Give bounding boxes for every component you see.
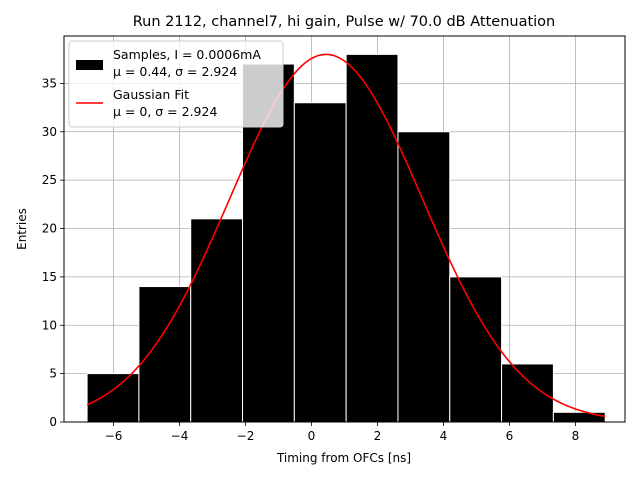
histogram-bar bbox=[86, 373, 140, 423]
histogram-bar bbox=[345, 53, 399, 423]
legend-label-samples: Samples, I = 0.0006mA bbox=[113, 47, 261, 62]
legend-stats-fit: μ = 0, σ = 2.924 bbox=[113, 104, 217, 119]
x-tick-label: 8 bbox=[572, 429, 580, 443]
y-axis-ticks: 0 5 10 15 20 25 30 35 bbox=[42, 76, 64, 429]
y-tick-label: 20 bbox=[42, 222, 57, 236]
x-axis-label: Timing from OFCs [ns] bbox=[276, 451, 411, 465]
legend-label-fit: Gaussian Fit bbox=[113, 87, 189, 102]
histogram-bar bbox=[293, 102, 347, 423]
plot-frame bbox=[63, 35, 626, 423]
legend-stats-samples: μ = 0.44, σ = 2.924 bbox=[113, 64, 237, 79]
x-tick-label: 4 bbox=[440, 429, 448, 443]
x-tick-label: 0 bbox=[308, 429, 316, 443]
y-tick-label: 25 bbox=[42, 173, 57, 187]
legend-box bbox=[68, 40, 284, 128]
x-axis-ticks: −6 −4 −2 0 2 4 6 8 bbox=[105, 422, 580, 443]
y-tick-label: 5 bbox=[49, 367, 57, 381]
x-tick-label: 2 bbox=[374, 429, 382, 443]
x-tick-label: 6 bbox=[506, 429, 514, 443]
y-tick-label: 30 bbox=[42, 125, 57, 139]
histogram-bar bbox=[449, 276, 503, 423]
x-tick-label: −2 bbox=[237, 429, 255, 443]
legend-swatch-samples bbox=[76, 60, 103, 70]
histogram-bar bbox=[190, 218, 244, 423]
chart-title: Run 2112, channel7, hi gain, Pulse w/ 70… bbox=[133, 14, 556, 30]
gaussian-fit-line bbox=[86, 53, 606, 418]
legend: Samples, I = 0.0006mA μ = 0.44, σ = 2.92… bbox=[68, 40, 284, 128]
histogram-bar bbox=[397, 131, 451, 423]
y-tick-label: 0 bbox=[49, 415, 57, 429]
x-tick-label: −4 bbox=[171, 429, 189, 443]
y-tick-label: 35 bbox=[42, 76, 57, 90]
y-tick-label: 15 bbox=[42, 270, 57, 284]
histogram-bar bbox=[501, 363, 554, 423]
y-tick-label: 10 bbox=[42, 318, 57, 332]
histogram-bar bbox=[552, 411, 606, 423]
x-tick-label: −6 bbox=[105, 429, 123, 443]
gaussian-fit-curve bbox=[86, 53, 606, 418]
histogram-bar bbox=[138, 286, 192, 423]
y-axis-label: Entries bbox=[15, 208, 29, 250]
